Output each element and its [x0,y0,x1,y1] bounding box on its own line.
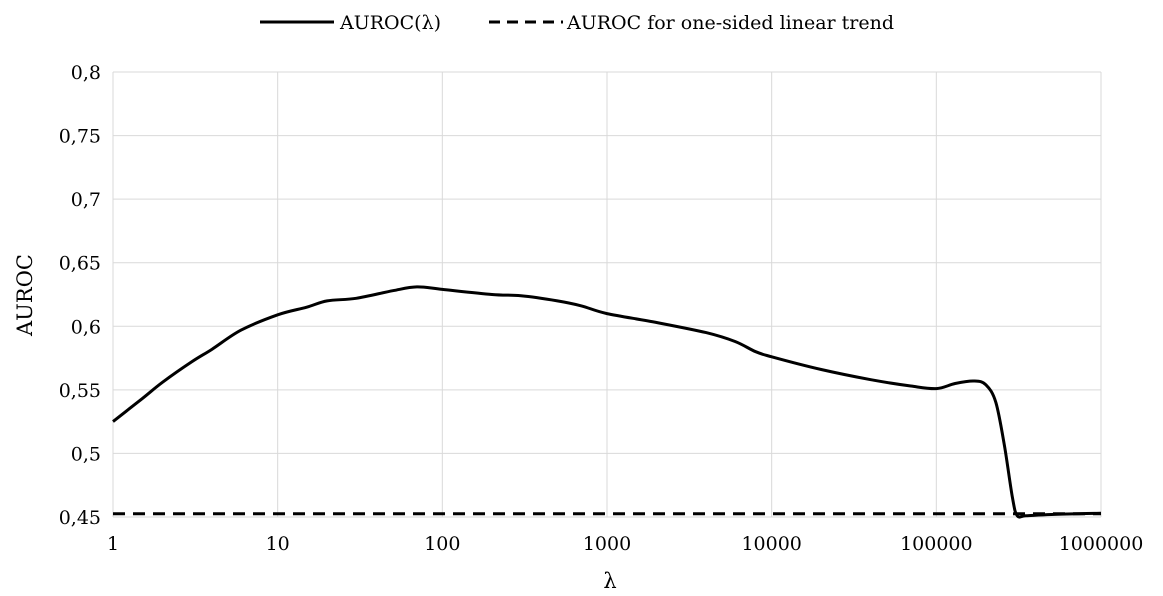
y-tick-label: 0,5 [71,443,101,465]
y-tick-labels: 0,45 0,5 0,55 0,6 0,65 0,7 0,75 0,8 [59,62,101,529]
y-tick-label: 0,65 [59,253,101,275]
x-tick-label: 10 [266,533,290,555]
x-tick-label: 1000000 [1059,533,1144,555]
legend-label-one-sided-trend: AUROC for one-sided linear trend [566,12,894,34]
x-tick-label: 1 [107,533,119,555]
x-tick-label: 10000 [741,533,801,555]
y-tick-label: 0,45 [59,507,101,529]
legend-label-auroc-lambda: AUROC(λ) [339,12,441,34]
x-tick-label: 100000 [900,533,973,555]
y-tick-label: 0,8 [71,62,101,84]
y-tick-label: 0,55 [59,380,101,402]
vertical-gridlines [112,72,1102,517]
x-tick-label: 1000 [583,533,631,555]
x-axis-title: λ [603,569,616,593]
y-tick-label: 0,75 [59,126,101,148]
y-tick-label: 0,6 [71,316,101,338]
y-tick-label: 0,7 [71,189,101,211]
x-tick-labels: 1 10 100 1000 10000 100000 1000000 [107,533,1143,555]
y-axis-title: AUROC [13,254,37,337]
plot-series [112,285,1102,519]
legend: AUROC(λ) AUROC for one-sided linear tren… [260,12,894,34]
series-line-auroc-lambda [112,285,1102,519]
x-tick-label: 100 [424,533,460,555]
